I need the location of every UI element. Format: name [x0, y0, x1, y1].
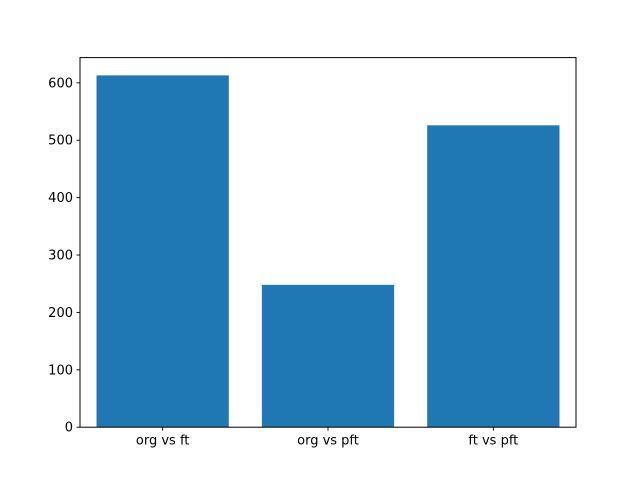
y-tick-label: 600 [48, 76, 73, 91]
y-tick-label: 400 [48, 191, 73, 206]
x-tick-label: org vs pft [297, 434, 359, 449]
y-tick-label: 300 [48, 249, 73, 264]
x-tick-label: ft vs pft [468, 434, 518, 449]
bar [96, 75, 229, 428]
x-tick-label: org vs ft [136, 434, 190, 449]
bar [427, 125, 560, 428]
y-tick-label: 0 [65, 421, 73, 436]
bar [261, 284, 395, 428]
y-tick-label: 200 [48, 306, 73, 321]
y-tick-label: 500 [48, 134, 73, 149]
y-tick-label: 100 [48, 363, 73, 378]
